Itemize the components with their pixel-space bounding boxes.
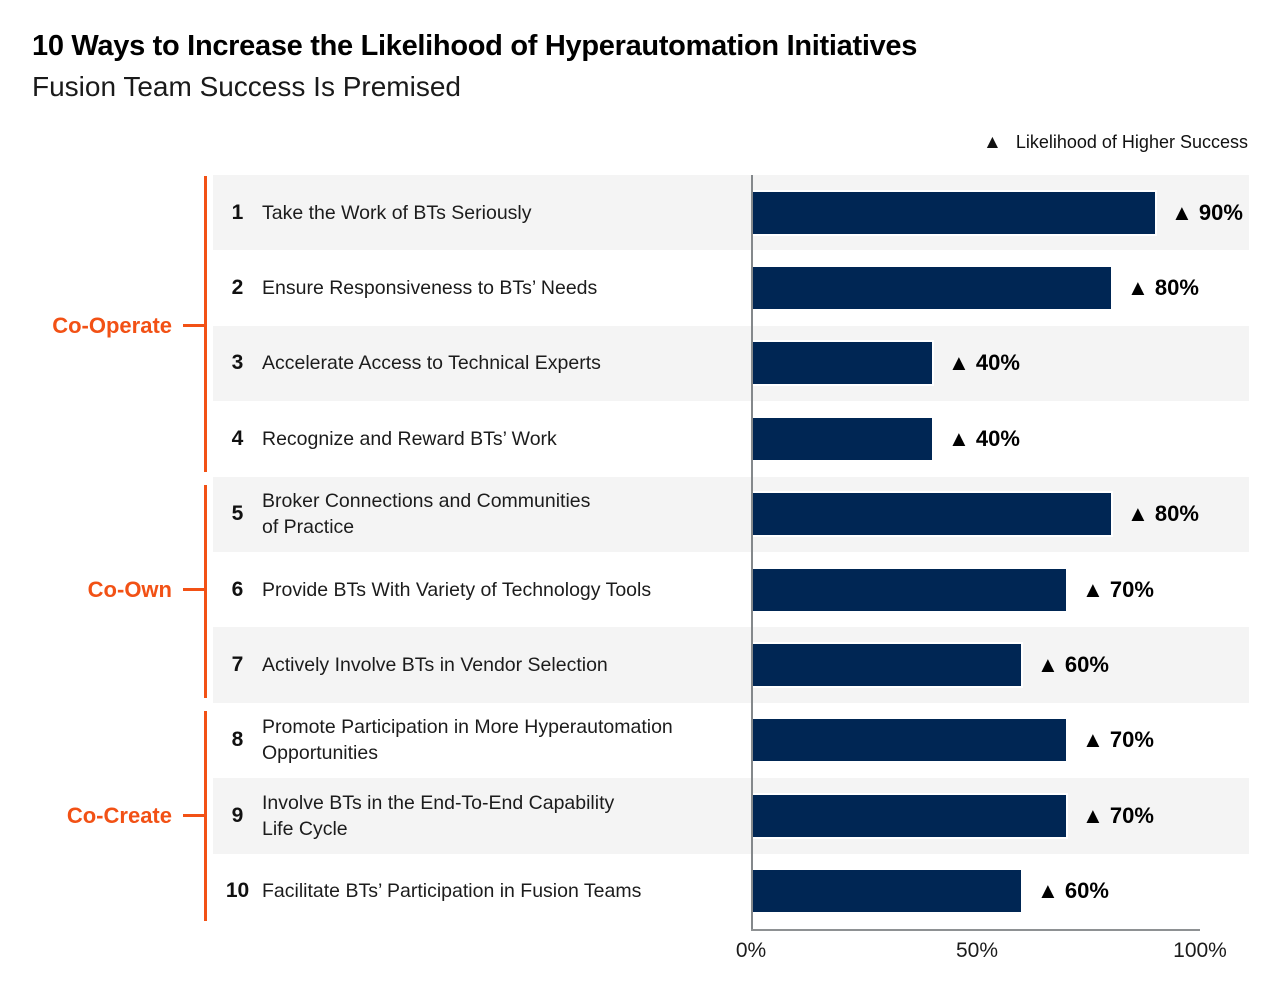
page-title: 10 Ways to Increase the Likelihood of Hy… xyxy=(32,30,918,62)
group-bracket-line xyxy=(204,484,207,698)
item-number: 6 xyxy=(231,577,244,601)
chart-row: 7 Actively Involve BTs in Vendor Selectio… xyxy=(213,627,1249,703)
bar xyxy=(751,491,1113,538)
bar-value-label: ▲ 40% xyxy=(948,350,1020,376)
bar xyxy=(751,642,1023,689)
item-number: 7 xyxy=(231,653,244,677)
item-label: Facilitate BTs’ Participation in Fusion … xyxy=(262,880,642,903)
bar xyxy=(751,189,1157,236)
chart-row: 6 Provide BTs With Variety of Technology … xyxy=(213,552,1249,627)
bar-value-label: ▲ 80% xyxy=(1127,275,1199,301)
chart-row: 4 Recognize and Reward BTs’ Work ▲ 40% xyxy=(213,401,1249,476)
item-number: 1 xyxy=(231,200,244,224)
triangle-up-icon: ▲ xyxy=(983,132,1002,153)
bar xyxy=(751,717,1068,764)
bar-zone: ▲ 70% xyxy=(751,552,1249,627)
item-label: Broker Connections and Communities of Pr… xyxy=(262,490,591,539)
bar-zone: ▲ 70% xyxy=(751,703,1249,778)
bar xyxy=(751,265,1113,312)
y-axis-line xyxy=(751,175,753,929)
item-label: Recognize and Reward BTs’ Work xyxy=(262,427,557,450)
group-bracket-line xyxy=(204,176,207,472)
bar-zone: ▲ 40% xyxy=(751,326,1249,401)
item-number: 2 xyxy=(231,276,244,300)
x-axis-tick-label: 50% xyxy=(955,939,999,962)
bar xyxy=(751,792,1068,839)
item-label: Actively Involve BTs in Vendor Selection xyxy=(262,654,608,677)
item-number: 9 xyxy=(231,803,244,827)
bar xyxy=(751,566,1068,613)
bar-value-label: ▲ 70% xyxy=(1082,576,1154,602)
item-label: Ensure Responsiveness to BTs’ Needs xyxy=(262,277,598,300)
bar-zone: ▲ 60% xyxy=(751,627,1249,702)
item-label: Accelerate Access to Technical Experts xyxy=(262,352,601,375)
group-bracket-tick xyxy=(183,588,205,592)
item-number: 10 xyxy=(225,879,250,903)
item-number: 4 xyxy=(231,426,244,450)
legend-label: Likelihood of Higher Success xyxy=(1015,132,1248,152)
bar-zone: ▲ 90% xyxy=(751,175,1249,250)
group-bracket-tick xyxy=(183,324,205,328)
item-label: Take the Work of BTs Seriously xyxy=(262,201,532,224)
chart-row: 8 Promote Participation in More Hyperauto… xyxy=(213,703,1249,778)
bar-zone: ▲ 80% xyxy=(751,250,1249,325)
group-bracket-line xyxy=(204,710,207,921)
chart-row: 1 Take the Work of BTs Seriously ▲ 90% xyxy=(213,175,1249,251)
chart-row: 10 Facilitate BTs’ Participation in Fusio… xyxy=(213,854,1249,929)
bar-value-label: ▲ 80% xyxy=(1127,501,1199,527)
x-axis-tick-label: 100% xyxy=(1173,939,1227,962)
bar-value-label: ▲ 60% xyxy=(1037,878,1109,904)
chart-row: 3 Accelerate Access to Technical Experts ▲… xyxy=(213,325,1249,402)
chart-row: 9 Involve BTs in the End-To-End Capabilit… xyxy=(213,778,1249,854)
bar-value-label: ▲ 40% xyxy=(948,425,1020,451)
chart-row: 5 Broker Connections and Communities of P… xyxy=(213,476,1249,552)
item-number: 5 xyxy=(231,502,244,526)
group-label: Co-Own xyxy=(87,576,172,602)
group-label: Co-Create xyxy=(66,802,172,828)
bar xyxy=(751,415,934,462)
bar-value-label: ▲ 60% xyxy=(1037,652,1109,678)
bar-value-label: ▲ 70% xyxy=(1082,727,1154,753)
item-label: Provide BTs With Variety of Technology T… xyxy=(262,578,652,601)
group-bracket-tick xyxy=(183,814,205,818)
bar-zone: ▲ 70% xyxy=(751,778,1249,853)
chart-row: 2 Ensure Responsiveness to BTs’ Needs ▲ 80… xyxy=(213,250,1249,325)
chart-rows: 1 Take the Work of BTs Seriously ▲ 90% 2 Ens… xyxy=(213,175,1249,929)
x-axis-tick-label: 0% xyxy=(735,939,767,962)
bar-value-label: ▲ 70% xyxy=(1082,802,1154,828)
item-number: 8 xyxy=(231,728,244,752)
bar-zone: ▲ 40% xyxy=(751,401,1249,476)
x-axis-line xyxy=(751,929,1200,931)
bar-zone: ▲ 80% xyxy=(751,477,1249,552)
bar-value-label: ▲ 90% xyxy=(1171,199,1243,225)
group-label: Co-Operate xyxy=(52,312,172,338)
bar-zone: ▲ 60% xyxy=(751,854,1249,929)
item-label: Promote Participation in More Hyperautom… xyxy=(262,716,673,765)
page-subtitle: Fusion Team Success Is Premised xyxy=(32,71,461,102)
bar xyxy=(751,868,1023,915)
item-number: 3 xyxy=(231,351,244,375)
bar xyxy=(751,340,934,387)
legend: ▲ Likelihood of Higher Success xyxy=(983,132,1248,153)
item-label: Involve BTs in the End-To-End Capability… xyxy=(262,791,615,840)
